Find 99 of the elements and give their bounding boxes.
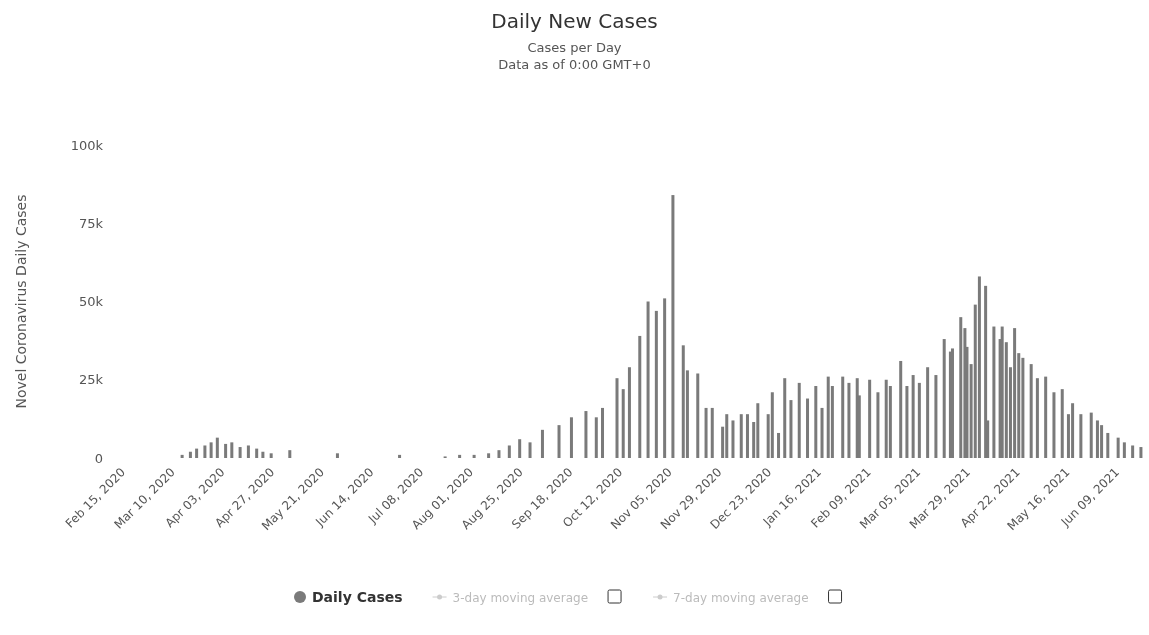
bar xyxy=(942,339,946,458)
bar xyxy=(696,373,700,458)
bar xyxy=(841,376,845,458)
bar xyxy=(1000,326,1004,458)
bar xyxy=(497,450,501,458)
bar xyxy=(1021,357,1025,458)
bar xyxy=(1089,412,1093,458)
bar xyxy=(710,407,714,458)
y-tick-label: 25k xyxy=(78,372,104,388)
bar xyxy=(487,453,491,458)
bar xyxy=(1131,445,1135,458)
bar xyxy=(1060,389,1064,458)
bar xyxy=(195,448,199,458)
bar xyxy=(977,276,981,458)
bar xyxy=(1044,376,1048,458)
bar xyxy=(627,367,631,458)
y-axis-title: Novel Coronavirus Daily Cases xyxy=(13,194,29,409)
bar xyxy=(209,442,213,458)
bar xyxy=(261,451,265,458)
bar xyxy=(783,378,787,458)
bar xyxy=(246,445,250,458)
bar xyxy=(398,454,402,458)
bar xyxy=(621,389,625,458)
text: 3-day moving average xyxy=(452,591,589,605)
bar xyxy=(671,195,675,458)
y-tick-label: 0 xyxy=(94,450,103,466)
bar xyxy=(615,378,619,458)
y-tick-label: 75k xyxy=(78,215,104,231)
bar xyxy=(1013,328,1017,458)
bar xyxy=(1052,392,1056,458)
bar xyxy=(646,301,650,458)
bar xyxy=(238,447,242,458)
bar xyxy=(704,407,708,458)
bar xyxy=(203,445,207,458)
bar xyxy=(984,285,988,458)
bar xyxy=(739,414,743,458)
bar xyxy=(180,454,184,458)
text: 7-day moving average xyxy=(673,591,809,605)
bar xyxy=(876,392,880,458)
bar xyxy=(288,450,292,458)
bar xyxy=(1071,403,1075,458)
bar xyxy=(1035,378,1039,458)
bar xyxy=(847,382,851,458)
bar xyxy=(777,432,781,458)
bar xyxy=(934,375,938,458)
bar xyxy=(725,414,729,458)
bar xyxy=(1095,420,1099,458)
y-tick-label: 100k xyxy=(70,137,104,153)
bar xyxy=(789,400,793,458)
bar xyxy=(899,360,903,458)
bar xyxy=(528,442,532,458)
bar xyxy=(663,298,667,458)
bar xyxy=(584,411,588,458)
bar xyxy=(335,453,339,458)
bar xyxy=(959,317,963,458)
bar xyxy=(731,420,735,458)
bar xyxy=(518,439,522,458)
bar xyxy=(745,414,749,458)
bar xyxy=(1029,364,1033,458)
bar xyxy=(594,417,598,458)
chart-subtitle: Cases per Day Data as of 0:00 GMT+0 xyxy=(498,40,651,72)
bar xyxy=(215,437,219,458)
bar xyxy=(230,442,234,458)
bar xyxy=(911,375,915,458)
bar xyxy=(507,445,511,458)
bar xyxy=(269,453,273,458)
bar xyxy=(188,451,192,458)
bar xyxy=(1122,442,1126,458)
legend-label: Daily Cases xyxy=(312,589,403,605)
bar xyxy=(224,443,228,458)
bar xyxy=(868,379,872,458)
bar xyxy=(770,392,774,458)
bar xyxy=(884,379,888,458)
bar xyxy=(638,335,642,458)
bar xyxy=(756,403,760,458)
bar xyxy=(654,310,658,458)
bar xyxy=(681,345,685,458)
bar xyxy=(458,454,462,458)
bar xyxy=(1139,447,1143,458)
bar xyxy=(905,386,909,458)
bar xyxy=(472,454,476,458)
bar xyxy=(540,429,544,458)
bar xyxy=(797,382,801,458)
bar xyxy=(569,417,573,458)
y-tick-label: 50k xyxy=(78,294,104,310)
bar xyxy=(826,376,830,458)
bar xyxy=(1079,414,1083,458)
bar xyxy=(926,367,930,458)
bar xyxy=(1116,437,1120,458)
bar xyxy=(601,407,605,458)
bar xyxy=(557,425,561,458)
bar xyxy=(820,407,824,458)
bar xyxy=(814,386,818,458)
bar xyxy=(255,448,259,458)
chart-title: Daily New Cases xyxy=(491,9,658,33)
bar xyxy=(992,326,996,458)
bar xyxy=(806,398,810,458)
bar xyxy=(1106,432,1110,458)
bar xyxy=(917,382,921,458)
